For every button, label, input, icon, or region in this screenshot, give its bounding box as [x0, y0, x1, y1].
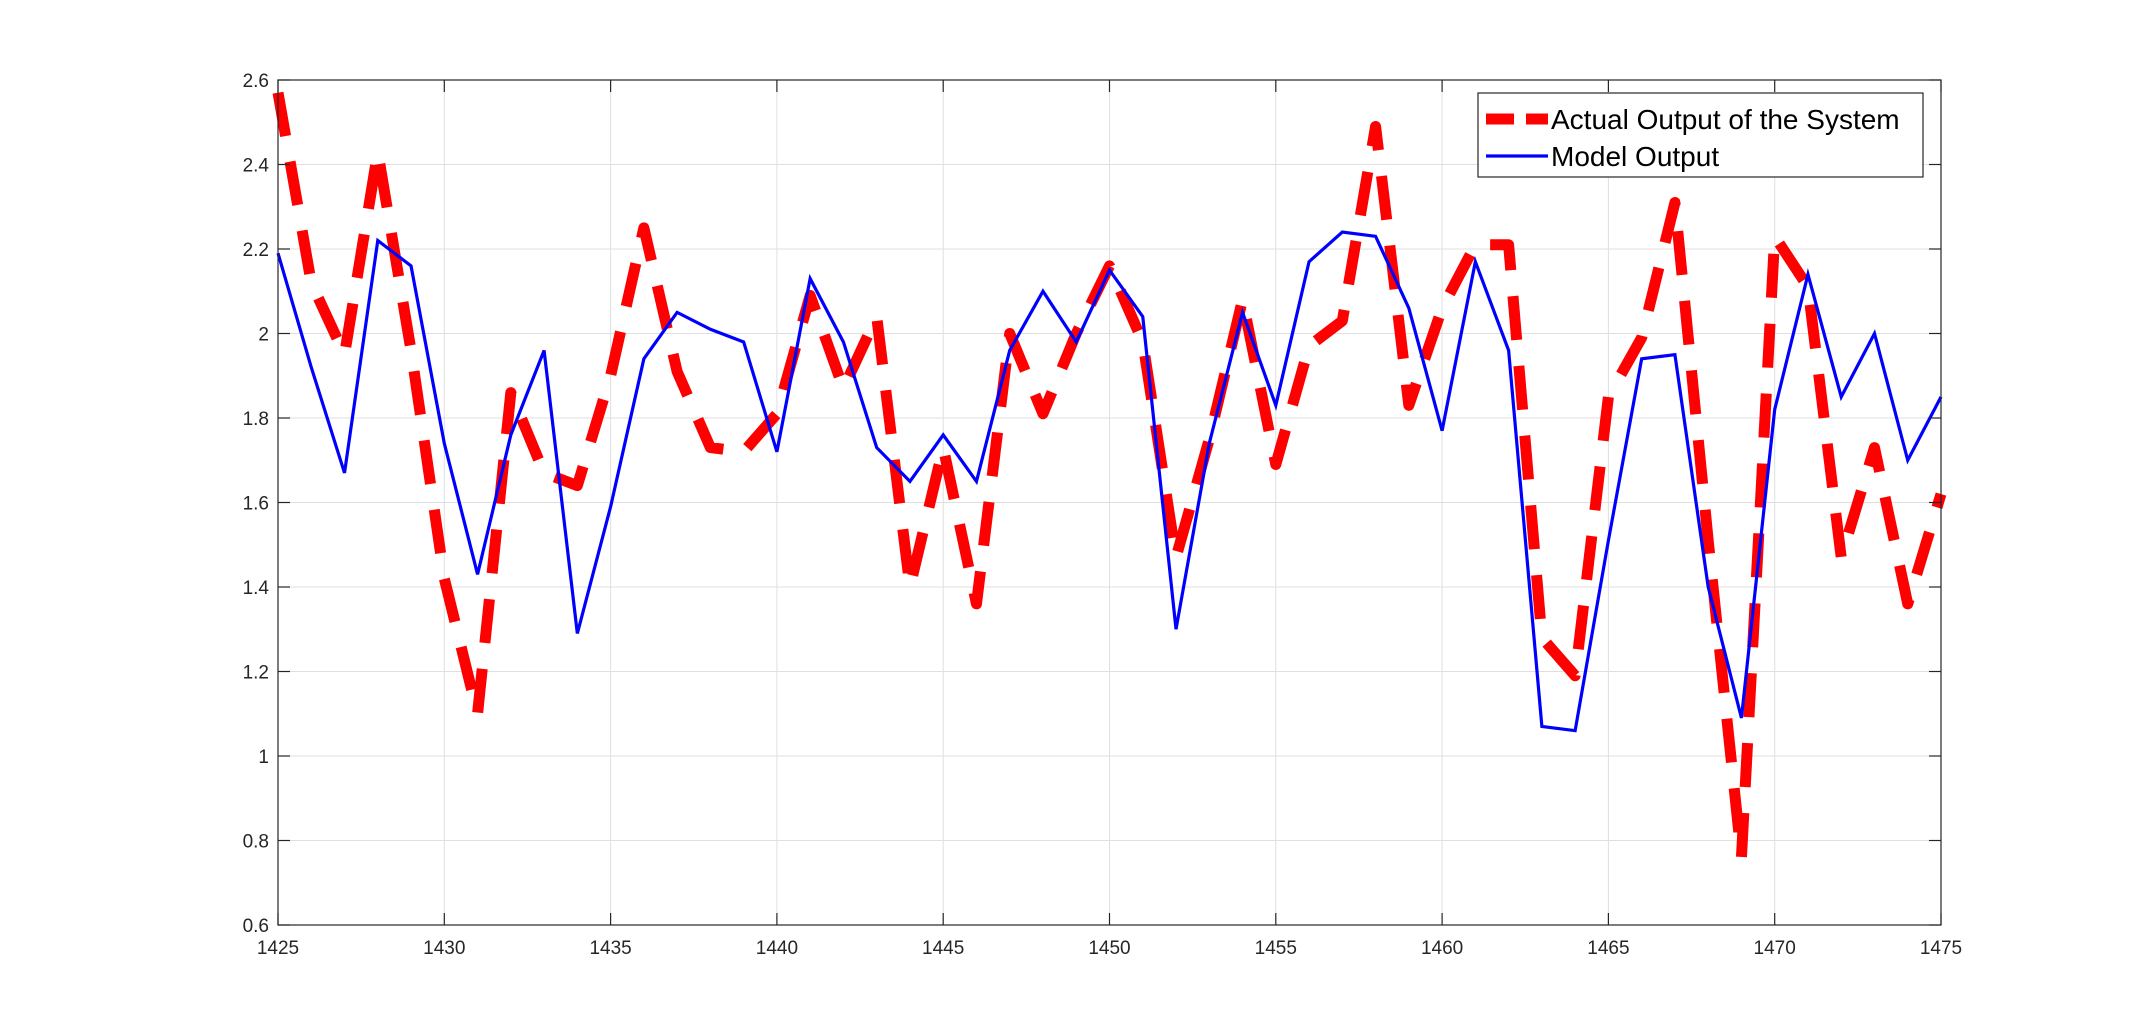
x-tick-labels: 1425 1430 1435 1440 1445 1450 1455 1460 1465 1470… [257, 938, 1962, 959]
series-line-actual-output [272, 91, 1947, 863]
y-tick-label: 2.6 [243, 71, 269, 92]
tick-marks [277, 79, 1942, 926]
x-tick-label: 1460 [1421, 938, 1463, 959]
y-tick-label: 1.8 [243, 409, 269, 430]
x-tick-label: 1465 [1587, 938, 1629, 959]
legend-label-model-output: Model Output [1551, 141, 1719, 172]
y-tick-label: 0.6 [243, 916, 269, 937]
x-tick-label: 1445 [922, 938, 964, 959]
y-tick-label: 1.2 [243, 663, 269, 684]
y-tick-label: 2.4 [243, 156, 270, 177]
x-tick-label: 1425 [257, 938, 299, 959]
y-tick-label: 2.2 [243, 240, 269, 261]
x-tick-label: 1435 [589, 938, 631, 959]
x-tick-label: 1475 [1920, 938, 1962, 959]
y-tick-label: 0.8 [243, 832, 269, 853]
y-tick-label: 2 [258, 325, 269, 346]
y-tick-label: 1.4 [243, 578, 270, 599]
series-layer [272, 91, 1947, 863]
x-tick-label: 1470 [1754, 938, 1796, 959]
x-tick-label: 1440 [756, 938, 798, 959]
legend: Actual Output of the System Model Output [1477, 92, 1924, 178]
x-tick-label: 1450 [1088, 938, 1130, 959]
legend-box [1477, 92, 1924, 178]
x-tick-label: 1430 [423, 938, 465, 959]
legend-label-actual-output: Actual Output of the System [1551, 104, 1900, 135]
y-tick-label: 1.6 [243, 494, 269, 515]
series-line-model-output [276, 230, 1943, 733]
y-tick-labels: 0.6 0.8 1 1.2 1.4 1.6 1.8 2 2.2 2.4 2.6 [243, 71, 270, 937]
x-tick-label: 1455 [1255, 938, 1297, 959]
y-tick-label: 1 [258, 747, 269, 768]
